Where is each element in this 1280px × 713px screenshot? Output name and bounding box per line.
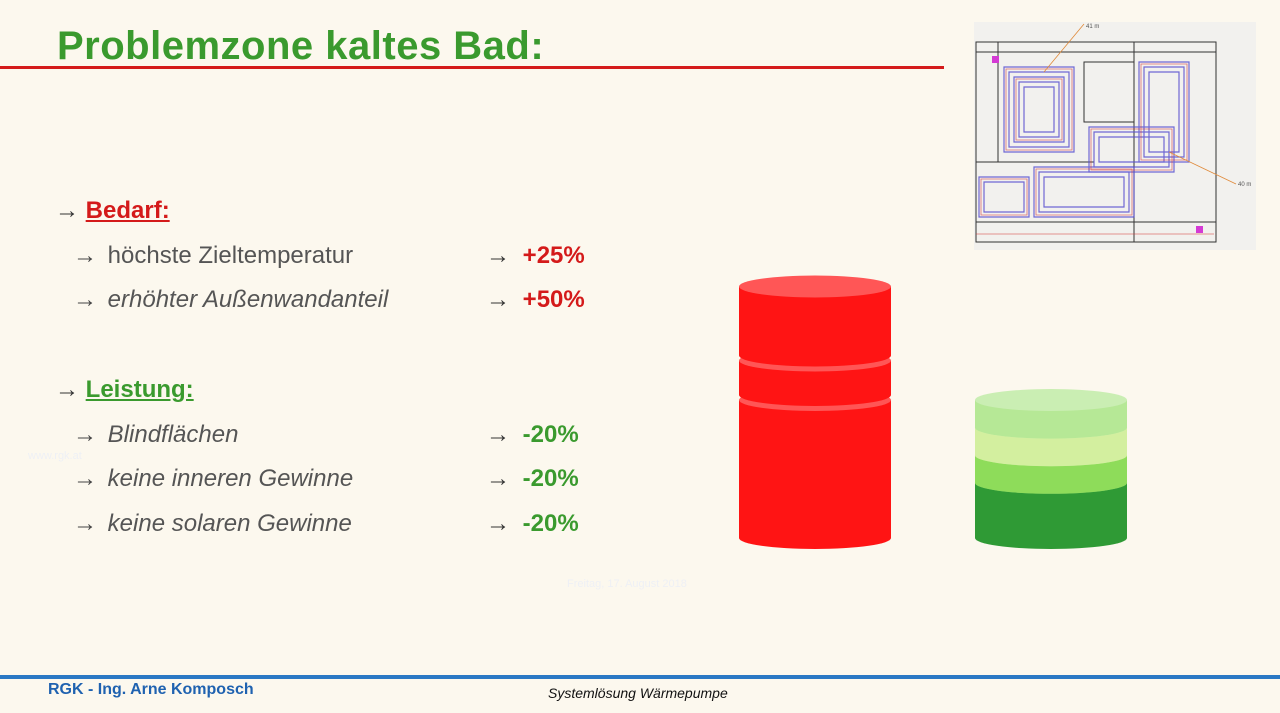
bedarf-item-text: höchste Zieltemperatur [107, 242, 354, 269]
faint-side-text: www.rgk.at [28, 450, 82, 462]
bedarf-item-value: → +50% [486, 286, 585, 314]
arrow-icon: → [73, 510, 97, 537]
cylinder-stack-leistung [975, 389, 1127, 549]
faint-date-text: Freitag, 17. August 2018 [567, 578, 687, 590]
leistung-heading: → Leistung: [55, 376, 194, 404]
footer-subject: Systemlösung Wärmepumpe [548, 685, 728, 701]
bar-segment-top [739, 275, 891, 298]
arrow-icon: → [486, 465, 510, 492]
bar-segment [739, 286, 891, 367]
cylinder-bar-chart [700, 270, 1180, 570]
footer-rule [0, 675, 1280, 679]
bar-segment [975, 427, 1127, 467]
leistung-item: → keine inneren Gewinne [73, 465, 353, 493]
arrow-icon: → [55, 197, 79, 224]
bar-segment [739, 400, 891, 549]
plan-label-right: 40 m [1238, 182, 1251, 188]
leistung-item-text: keine inneren Gewinne [107, 465, 354, 492]
percent-value: +25% [522, 242, 585, 269]
arrow-icon: → [73, 421, 97, 448]
percent-value: -20% [522, 465, 579, 492]
bar-segment [975, 482, 1127, 549]
percent-value: -20% [522, 421, 579, 448]
arrow-icon: → [73, 465, 97, 492]
cylinder-chart-svg [739, 275, 1127, 549]
arrow-icon: → [73, 242, 97, 269]
leistung-label: Leistung: [85, 376, 194, 403]
leistung-item-value: → -20% [486, 465, 579, 493]
slide-title: Problemzone kaltes Bad: [57, 24, 545, 68]
footer-author: RGK - Ing. Arne Komposch [48, 681, 254, 698]
leistung-item-text: keine solaren Gewinne [107, 510, 352, 537]
percent-value: -20% [522, 510, 579, 537]
arrow-icon: → [486, 286, 510, 313]
percent-value: +50% [522, 286, 585, 313]
bedarf-label: Bedarf: [85, 197, 170, 224]
arrow-icon: → [486, 242, 510, 269]
bedarf-item: → erhöhter Außenwandanteil [73, 286, 388, 314]
leistung-item-value: → -20% [486, 510, 579, 538]
bedarf-item-value: → +25% [486, 242, 585, 270]
leistung-item: → keine solaren Gewinne [73, 510, 352, 538]
bedarf-heading: → Bedarf: [55, 197, 170, 225]
leistung-item-value: → -20% [486, 421, 579, 449]
arrow-icon: → [73, 286, 97, 313]
bar-segment [975, 400, 1127, 439]
cylinder-stack-bedarf [739, 275, 891, 549]
bar-segment-top [975, 389, 1127, 411]
bedarf-item: → höchste Zieltemperatur [73, 242, 353, 270]
floor-plan-drawing: 41 m 40 m [974, 22, 1256, 250]
arrow-icon: → [486, 510, 510, 537]
title-underline [0, 66, 944, 69]
leistung-item-text: Blindflächen [107, 421, 239, 448]
bar-segment [975, 455, 1127, 494]
leistung-item: → Blindflächen [73, 421, 238, 449]
plan-label-top: 41 m [1086, 24, 1099, 30]
arrow-icon: → [486, 421, 510, 448]
bar-segment [739, 360, 891, 406]
bedarf-item-text: erhöhter Außenwandanteil [107, 286, 389, 313]
arrow-icon: → [55, 376, 79, 403]
floor-heating-plan-image: 41 m 40 m [974, 22, 1256, 250]
